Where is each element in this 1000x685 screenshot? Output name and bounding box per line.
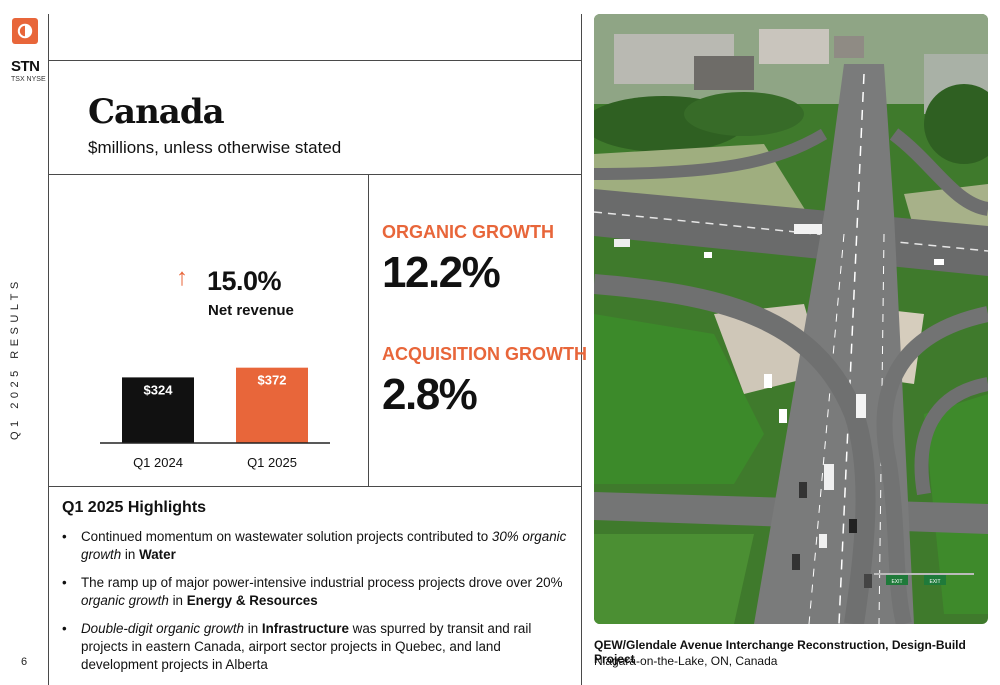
category-label: Q1 2024 [133, 455, 183, 470]
bar-q1-2024 [122, 377, 194, 443]
photo-caption-location: Niagara-on-the-Lake, ON, Canada [594, 654, 778, 668]
highlight-text: in [244, 621, 262, 636]
highlight-text: was spurred by transit and rail projects… [81, 621, 532, 672]
highlight-text: in [168, 593, 187, 608]
category-label: Q1 2025 [247, 455, 297, 470]
divider-highlights-top [48, 486, 582, 487]
stantec-logo-icon [17, 23, 33, 39]
net-revenue-label: Net revenue [208, 302, 294, 319]
bar-value-label: $324 [144, 382, 174, 397]
brand-ticker: STN [11, 58, 40, 75]
highlight-item: Double-digit organic growth in Infrastru… [62, 620, 577, 674]
arrow-up-icon: ↑ [176, 264, 188, 291]
highlight-text: The ramp up of major power-intensive ind… [81, 575, 563, 590]
photo-caption-title: QEW/Glendale Avenue Interchange Reconstr… [594, 638, 966, 666]
highlight-italic-text: 30% organic growth [81, 529, 567, 562]
highlight-bold-text: Energy & Resources [186, 593, 318, 608]
highway-sign-right-text: EXIT [929, 579, 940, 585]
highlight-bold-text: Infrastructure [261, 621, 349, 636]
bar-q1-2025 [236, 367, 308, 443]
highway-sign-left [886, 575, 908, 585]
page-subtitle: $millions, unless otherwise stated [88, 138, 342, 157]
brand-exchange: TSX NYSE [11, 76, 46, 83]
acquisition-growth-label: ACQUISITION GROWTH [382, 344, 587, 364]
highlight-text: in [121, 547, 140, 562]
highlight-italic-text: organic growth [81, 593, 169, 608]
organic-growth-label: ORGANIC GROWTH [382, 222, 554, 242]
divider-right-vertical [581, 14, 582, 685]
highway-sign-right [924, 575, 946, 585]
interchange-aerial-photo: EXIT EXIT [594, 14, 988, 624]
highlights-title: Q1 2025 Highlights [62, 499, 207, 516]
page-title: Canada [88, 92, 225, 132]
highlight-italic-text: Double-digit organic growth [81, 621, 245, 636]
divider-middle-vertical [368, 174, 369, 486]
bar-value-label: $372 [258, 373, 287, 388]
acquisition-growth-value: 2.8% [382, 370, 478, 419]
net-revenue-bar-chart: $324 Q1 2024 $372 Q1 2025 [100, 367, 330, 470]
highway-sign-left-text: EXIT [891, 579, 902, 585]
divider-title-bottom [48, 174, 582, 175]
net-revenue-change: 15.0% [207, 266, 282, 296]
highlight-item: Continued momentum on wastewater solutio… [62, 528, 577, 564]
interchange-illustration: EXIT EXIT [594, 14, 988, 624]
highlight-text: Continued momentum on wastewater solutio… [81, 529, 492, 544]
highlight-bold-text: Water [139, 547, 176, 562]
divider-left-vertical [48, 14, 49, 685]
highlight-item: The ramp up of major power-intensive ind… [62, 574, 577, 610]
divider-top [48, 60, 582, 61]
page-number: 6 [21, 656, 28, 668]
section-vertical-label: Q1 2025 RESULTS [9, 277, 21, 440]
brand-logo [12, 18, 38, 44]
highlights-list: Continued momentum on wastewater solutio… [62, 528, 577, 684]
organic-growth-value: 12.2% [382, 248, 501, 297]
